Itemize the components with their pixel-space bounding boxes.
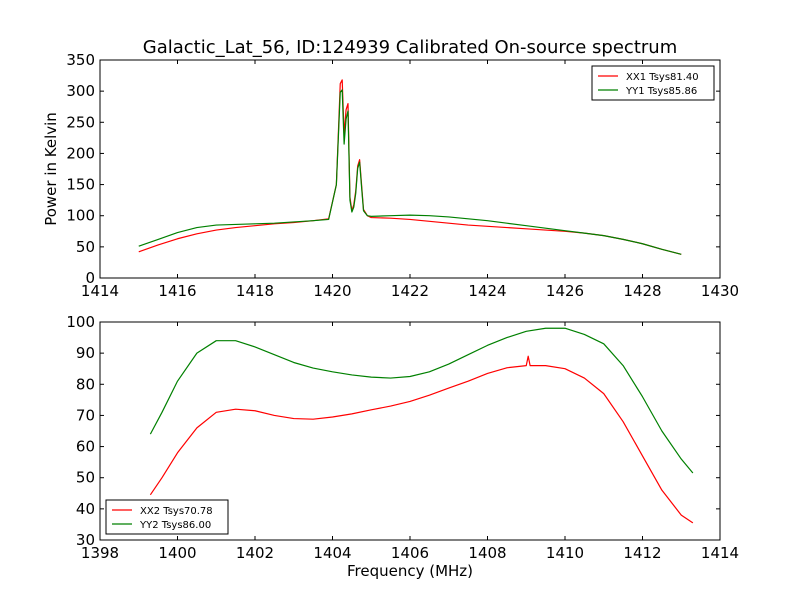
plot2-legend-box — [105, 499, 229, 535]
plot1-legend-box — [591, 65, 715, 101]
plot1-legend-label-1: XX1 Tsys81.40 — [626, 72, 699, 83]
plot2-ytick-label: 80 — [76, 375, 95, 393]
chart-title: Galactic_Lat_56, ID:124939 Calibrated On… — [143, 37, 677, 58]
plot2-ytick-label: 70 — [76, 406, 95, 424]
plot1-ylabel: Power in Kelvin — [42, 112, 60, 226]
plot2-xlabel: Frequency (MHz) — [347, 562, 473, 580]
plot2-axes: 1398 1400 1402 1404 1406 1408 1410 1412 1414 30 40… — [66, 313, 739, 580]
plot2-ytick-label: 40 — [76, 500, 95, 518]
plot2-xtick-label: 1404 — [313, 544, 351, 562]
plot2-xtick-label: 1414 — [701, 544, 739, 562]
plot1-ytick-label: 100 — [66, 207, 95, 225]
plot1-xtick-label: 1416 — [158, 282, 196, 300]
plot2-ytick-label: 100 — [66, 313, 95, 331]
plot1-series-line-2 — [138, 89, 682, 255]
plot1-xtick-label: 1430 — [701, 282, 739, 300]
plot1-ytick-label: 200 — [66, 144, 95, 162]
plot2-xtick-label: 1398 — [81, 544, 119, 562]
plot2-xtick-label: 1406 — [391, 544, 429, 562]
plot2-xtick-label: 1402 — [236, 544, 274, 562]
plot2-series-line-2 — [149, 327, 694, 474]
plot1-ytick-label: 0 — [85, 269, 95, 287]
plot1-ytick-label: 350 — [66, 51, 95, 69]
plot1-xtick-label: 1428 — [623, 282, 661, 300]
plot2-xtick-label: 1412 — [623, 544, 661, 562]
plot1-ytick-label: 50 — [76, 238, 95, 256]
plot2-xtick-label: 1408 — [468, 544, 506, 562]
plot1-legend-label-2: YY1 Tsys85.86 — [625, 86, 697, 97]
plots: 1414 1416 1418 1420 1422 1424 1426 1428 14300501… — [42, 51, 739, 580]
plot1-ytick-label: 150 — [66, 176, 95, 194]
plot2-ytick-label: 30 — [76, 531, 95, 549]
plot2-legend: XX2 Tsys70.78 YY2 Tsys86.00 — [105, 499, 229, 535]
plot2-ytick-label: 60 — [76, 438, 95, 456]
plot2-series-line-1 — [149, 355, 694, 524]
plot1-ytick-label: 250 — [66, 113, 95, 131]
plot1-xtick-label: 1424 — [468, 282, 506, 300]
plot2-legend-label-2: YY2 Tsys86.00 — [139, 520, 211, 531]
plot2-ytick-label: 50 — [76, 469, 95, 487]
plot1-xtick-label: 1426 — [546, 282, 584, 300]
plot2-legend-label-1: XX2 Tsys70.78 — [140, 506, 213, 517]
plot2-ytick-label: 90 — [76, 344, 95, 362]
plot1-legend: XX1 Tsys81.40 YY1 Tsys85.86 — [591, 65, 715, 101]
plot1-xtick-label: 1420 — [313, 282, 351, 300]
plot1-xtick-label: 1422 — [391, 282, 429, 300]
plot1-xtick-label: 1418 — [236, 282, 274, 300]
plot1-series-line-1 — [138, 79, 682, 255]
plot1-axes: 1414 1416 1418 1420 1422 1424 1426 1428 1430 0 50 1… — [42, 51, 739, 300]
plot2-xtick-label: 1400 — [158, 544, 196, 562]
plot1-xtick-label: 1414 — [81, 282, 119, 300]
plot2-xtick-label: 1410 — [546, 544, 584, 562]
plot1-ytick-label: 300 — [66, 82, 95, 100]
